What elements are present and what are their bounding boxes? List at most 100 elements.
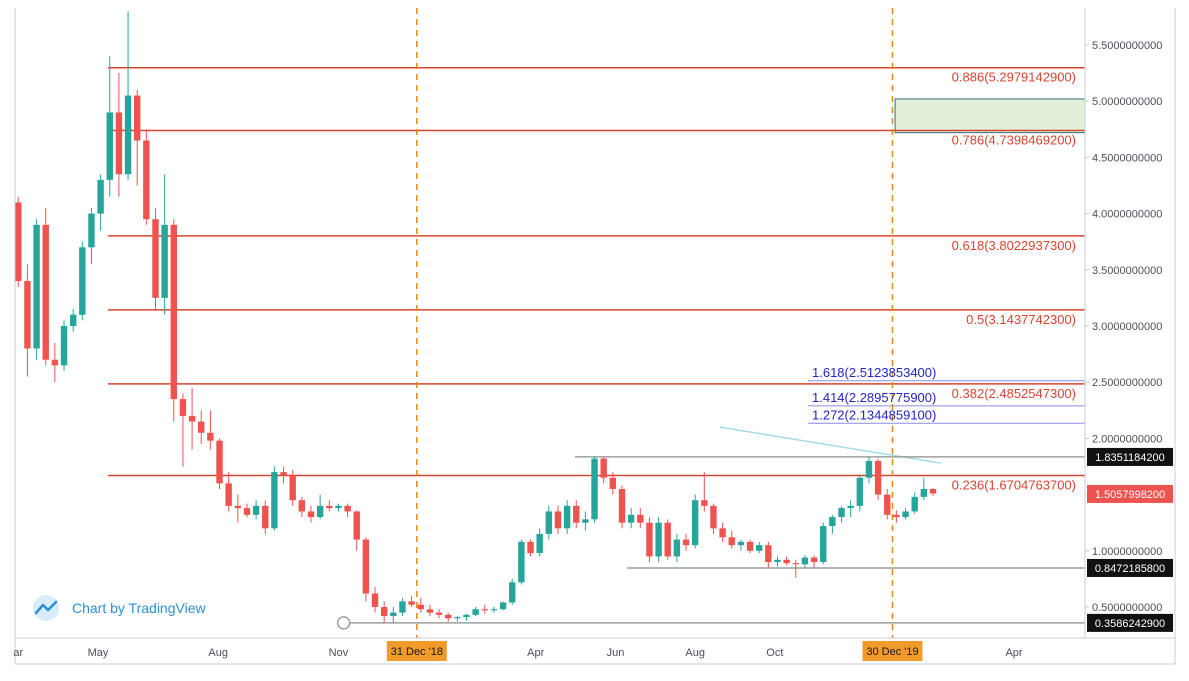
candle[interactable] xyxy=(518,539,525,585)
candle[interactable] xyxy=(527,539,534,557)
candle[interactable] xyxy=(874,458,882,501)
candle[interactable] xyxy=(701,472,708,512)
candle[interactable] xyxy=(673,533,681,563)
candle[interactable] xyxy=(271,466,278,531)
candle[interactable] xyxy=(563,500,571,534)
candle[interactable] xyxy=(646,517,653,563)
candle[interactable] xyxy=(399,598,406,616)
candle[interactable] xyxy=(829,514,836,534)
candle[interactable] xyxy=(591,456,598,523)
candle[interactable] xyxy=(728,530,735,549)
candle[interactable] xyxy=(344,503,351,518)
candle[interactable] xyxy=(509,578,516,605)
candle[interactable] xyxy=(225,472,232,512)
candle[interactable] xyxy=(207,410,214,450)
date-marker-tag[interactable] xyxy=(862,641,923,661)
date-marker-tag[interactable] xyxy=(386,641,447,661)
level-price-tag[interactable] xyxy=(1087,613,1173,632)
candle[interactable] xyxy=(454,615,461,622)
watermark[interactable]: Chart by TradingView xyxy=(33,595,206,621)
candle[interactable] xyxy=(637,508,644,529)
candle[interactable] xyxy=(490,607,498,613)
candle[interactable] xyxy=(60,320,68,371)
candle[interactable] xyxy=(820,522,827,565)
last-price-tag[interactable] xyxy=(1087,484,1173,503)
candle[interactable] xyxy=(353,510,360,551)
candle[interactable] xyxy=(252,500,260,520)
candle[interactable] xyxy=(69,309,77,332)
candle[interactable] xyxy=(911,492,918,514)
candle[interactable] xyxy=(627,508,635,529)
candle[interactable] xyxy=(188,387,196,450)
candle[interactable] xyxy=(746,539,754,554)
candle[interactable] xyxy=(865,456,873,484)
candle[interactable] xyxy=(390,607,397,623)
level-price-tag[interactable] xyxy=(1087,558,1173,577)
candle[interactable] xyxy=(801,555,809,568)
candle[interactable] xyxy=(481,604,488,614)
level-price-tag[interactable] xyxy=(1087,447,1173,466)
candle[interactable] xyxy=(792,559,799,578)
candle[interactable] xyxy=(371,586,379,613)
candle[interactable] xyxy=(600,456,607,484)
candle[interactable] xyxy=(847,500,854,518)
candle[interactable] xyxy=(463,613,470,621)
candle[interactable] xyxy=(582,511,589,531)
candle[interactable] xyxy=(262,500,269,534)
candle[interactable] xyxy=(243,503,251,518)
candle[interactable] xyxy=(774,556,781,567)
candle[interactable] xyxy=(499,601,507,611)
candle[interactable] xyxy=(289,469,296,506)
candle[interactable] xyxy=(536,528,543,557)
candle[interactable] xyxy=(664,519,671,560)
candle[interactable] xyxy=(234,494,242,523)
candle[interactable] xyxy=(426,604,434,616)
candle[interactable] xyxy=(280,466,287,484)
candle[interactable] xyxy=(838,505,845,523)
candle[interactable] xyxy=(106,56,113,197)
candle[interactable] xyxy=(810,555,818,568)
candle[interactable] xyxy=(362,537,370,602)
range-anchor-handle[interactable] xyxy=(336,616,351,630)
candle[interactable] xyxy=(198,410,205,445)
candle[interactable] xyxy=(24,264,31,377)
candle[interactable] xyxy=(408,595,415,607)
candle[interactable] xyxy=(435,609,443,619)
candle[interactable] xyxy=(710,503,717,534)
candle[interactable] xyxy=(893,510,900,523)
candle[interactable] xyxy=(316,494,324,520)
candle[interactable] xyxy=(216,438,223,489)
candle[interactable] xyxy=(170,219,177,422)
candle[interactable] xyxy=(380,601,388,623)
candle[interactable] xyxy=(335,503,342,512)
candle[interactable] xyxy=(88,207,95,265)
candle[interactable] xyxy=(691,494,699,549)
candle[interactable] xyxy=(152,207,159,310)
candle[interactable] xyxy=(472,607,479,616)
candle[interactable] xyxy=(179,393,187,467)
candle[interactable] xyxy=(929,487,937,496)
candle[interactable] xyxy=(856,474,864,512)
candle[interactable] xyxy=(737,539,745,551)
candle[interactable] xyxy=(33,219,40,360)
candle[interactable] xyxy=(765,541,772,568)
candle[interactable] xyxy=(545,505,553,540)
candle[interactable] xyxy=(124,11,132,180)
target-zone[interactable] xyxy=(894,98,1086,134)
candle[interactable] xyxy=(755,541,763,554)
candle[interactable] xyxy=(417,598,424,613)
candle[interactable] xyxy=(783,556,790,566)
candle[interactable] xyxy=(79,241,86,321)
candle[interactable] xyxy=(115,73,123,197)
candle[interactable] xyxy=(719,522,726,542)
candle[interactable] xyxy=(554,505,562,534)
candle[interactable] xyxy=(884,488,891,520)
candle[interactable] xyxy=(655,517,662,563)
candle[interactable] xyxy=(161,174,168,315)
candle[interactable] xyxy=(143,129,150,225)
candle[interactable] xyxy=(133,89,141,186)
candle[interactable] xyxy=(326,500,333,512)
candle[interactable] xyxy=(682,533,690,551)
